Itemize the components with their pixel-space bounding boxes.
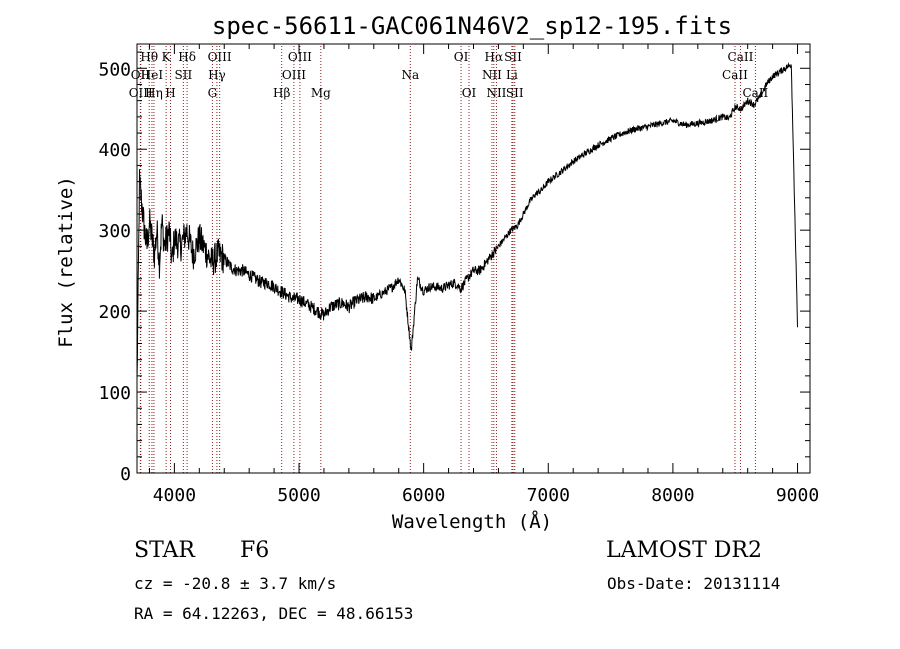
line-marker-label: HeI [141,68,164,82]
chart-title: spec-56611-GAC061N46V2_sp12-195.fits [212,12,732,40]
line-marker-label: K [162,50,172,64]
line-marker-label: Na [401,68,419,82]
line-marker-label: Hγ [208,68,226,82]
x-tick-label: 8000 [651,485,694,506]
obs-date-label: Obs-Date: 20131114 [607,574,781,593]
line-marker-label: NII [486,86,506,100]
line-marker-label: OIII [208,50,232,64]
spectrum-series [136,61,798,379]
line-marker-label: OIII [288,50,312,64]
x-tick-label: 7000 [527,485,570,506]
subclass-label: F6 [240,538,270,563]
line-marker-label: G [208,86,218,100]
line-marker-label: Hθ [140,50,158,64]
line-marker-label: OI [462,86,477,100]
line-marker-label: SII [506,86,524,100]
y-axis: 0 100 200 300 400 500 [98,51,810,485]
plot-frame [136,43,811,474]
line-marker-label: CaII [742,86,768,100]
line-marker-label: SII [175,68,193,82]
line-marker-label: OI [454,50,469,64]
line-marker-label: CaII [722,68,748,82]
classification-label: STAR [134,538,195,563]
y-tick-label: 300 [98,221,131,242]
y-tick-label: 500 [98,59,131,80]
line-marker-label: H [165,86,175,100]
y-tick-label: 400 [98,140,131,161]
x-axis: 4000 5000 6000 7000 8000 9000 [148,44,819,506]
line-marker-label: Hα [485,50,504,64]
line-marker-label: Mg [311,86,331,100]
line-marker-label: CaII [728,50,754,64]
x-tick-label: 6000 [402,485,445,506]
line-marker-label: Li [506,68,518,82]
x-tick-label: 5000 [277,485,320,506]
survey-label: LAMOST DR2 [606,538,762,563]
x-tick-label: 4000 [153,485,196,506]
line-marker-label: OII [131,68,151,82]
y-tick-label: 0 [120,464,131,485]
redshift-label: cz = -20.8 ± 3.7 km/s [134,574,337,593]
line-marker-label: Hη [145,86,163,100]
coordinates-label: RA = 64.12263, DEC = 48.66153 [134,604,414,623]
spectrum-line [136,61,798,379]
line-marker-label: OIII [282,68,306,82]
line-marker-label: Hδ [178,50,196,64]
y-tick-label: 200 [98,302,131,323]
line-marker-label: Hβ [273,86,290,100]
y-tick-label: 100 [98,383,131,404]
line-marker-label: OIII [129,86,153,100]
x-axis-label: Wavelength (Å) [392,510,552,533]
line-marker-label: NII [482,68,502,82]
x-tick-label: 9000 [776,485,819,506]
line-marker-label: SII [504,50,522,64]
y-axis-label: Flux (relative) [55,176,77,348]
